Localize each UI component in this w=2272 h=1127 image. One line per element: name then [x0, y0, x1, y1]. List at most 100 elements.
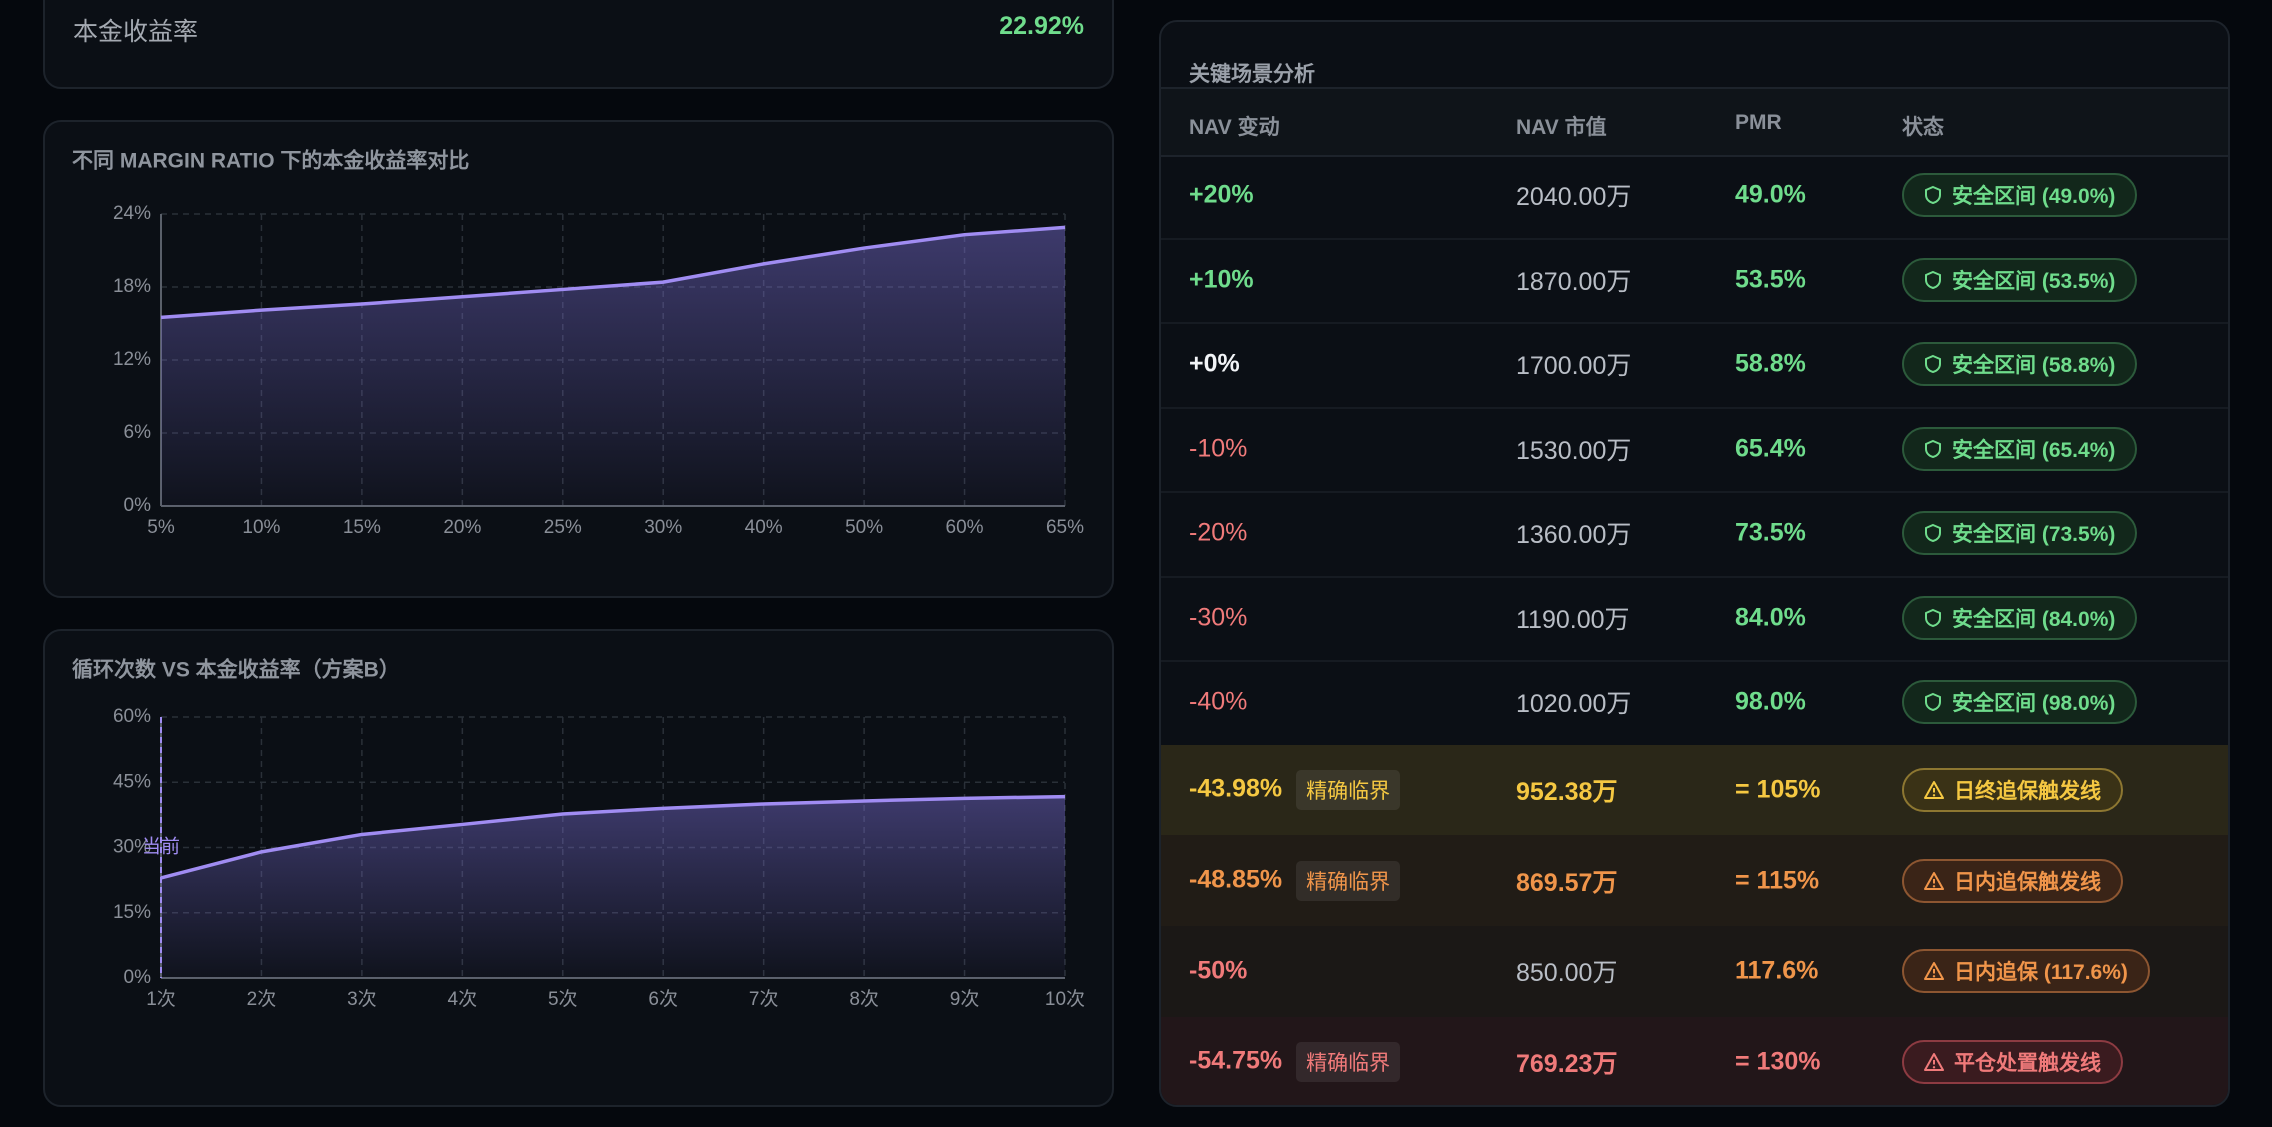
status-icon — [1924, 780, 1944, 800]
x-tick-label: 10% — [242, 517, 280, 538]
summary-value: 22.92% — [999, 12, 1084, 40]
status-text: 安全区间 (73.5%) — [1952, 523, 2116, 547]
x-tick-label: 30% — [644, 517, 682, 538]
summary-label: 本金收益率 — [73, 18, 199, 46]
cell: 安全区间 (53.5%) — [1902, 257, 2138, 302]
table-title: 关键场景分析 — [1189, 63, 1315, 86]
nav-value: 1870.00万 — [1516, 267, 1632, 296]
nav-change: +10% — [1189, 265, 1254, 294]
status-icon — [1924, 608, 1942, 628]
cell: 安全区间 (84.0%) — [1902, 595, 2138, 640]
x-tick-label: 25% — [544, 517, 582, 538]
x-tick-label: 5% — [147, 517, 175, 538]
area — [161, 796, 1065, 978]
status-icon — [1924, 961, 1944, 981]
status-badge: 安全区间 (73.5%) — [1902, 511, 2138, 556]
nav-change: -20% — [1189, 518, 1248, 547]
nav-value: 1360.00万 — [1516, 521, 1632, 550]
x-tick-label: 8次 — [849, 988, 879, 1010]
table-row: +0% 1700.00万 58.8% 安全区间 (58.8%) — [1161, 322, 2228, 409]
y-tick-label: 15% — [113, 902, 151, 923]
nav-change: -54.75% — [1189, 1046, 1283, 1075]
status-badge: 安全区间 (84.0%) — [1902, 595, 2138, 640]
pmr: = 115% — [1735, 866, 1820, 895]
critical-tag: 精确临界 — [1296, 769, 1401, 810]
x-tick-label: 7次 — [749, 988, 779, 1010]
table-row: -40% 1020.00万 98.0% 安全区间 (98.0%) — [1161, 660, 2228, 747]
pmr: 65.4% — [1735, 434, 1806, 463]
nav-change: -43.98% — [1189, 774, 1283, 803]
line — [160, 225, 1066, 320]
nav-change: -30% — [1189, 603, 1248, 632]
table-row: -10% 1530.00万 65.4% 安全区间 (65.4%) — [1161, 407, 2228, 493]
x-tick-label: 60% — [946, 517, 984, 538]
table-row: -30% 1190.00万 84.0% 安全区间 (84.0%) — [1161, 576, 2228, 662]
critical-tag: 精确临界 — [1296, 1042, 1401, 1083]
status-text: 安全区间 (65.4%) — [1952, 438, 2116, 462]
x-tick-label: 40% — [745, 517, 783, 538]
cell: 日内追保触发线 — [1902, 858, 2123, 903]
nav-change: -10% — [1189, 434, 1248, 463]
pmr: 58.8% — [1735, 349, 1806, 378]
x-tick-label: 10次 — [1045, 988, 1085, 1010]
cell: 安全区间 (98.0%) — [1902, 680, 2138, 725]
table-row: -20% 1360.00万 73.5% 安全区间 (73.5%) — [1161, 491, 2228, 578]
y-tick-label: 0% — [124, 967, 152, 988]
annotation: 当前 — [142, 836, 180, 858]
cell: +0% — [1189, 350, 1240, 379]
x-tick-label: 9次 — [950, 988, 980, 1010]
nav-change: +20% — [1189, 180, 1254, 209]
status-badge: 安全区间 (53.5%) — [1902, 257, 2138, 302]
cell: +10% — [1189, 265, 1254, 294]
status-text: 安全区间 (98.0%) — [1952, 692, 2116, 716]
y-tick-label: 30% — [113, 837, 151, 858]
cell: 安全区间 (65.4%) — [1902, 426, 2138, 471]
cell: 日内追保 (117.6%) — [1902, 949, 2150, 994]
x-tick-label: 3次 — [347, 988, 377, 1010]
nav-change: -48.85% — [1189, 865, 1283, 894]
cell: +20% — [1189, 181, 1254, 210]
table-header: NAV 变动 NAV 市值 PMR 状态 — [1161, 87, 2228, 157]
status-icon — [1924, 1052, 1944, 1072]
x-tick-label: 65% — [1046, 517, 1084, 538]
cell: -30% — [1189, 603, 1247, 632]
table-row: +20% 2040.00万 49.0% 安全区间 (49.0%) — [1161, 153, 2228, 240]
status-icon — [1924, 871, 1944, 891]
column-header: 状态 — [1902, 116, 1944, 139]
status-text: 安全区间 (58.8%) — [1952, 354, 2116, 378]
cell: -20% — [1189, 519, 1247, 548]
nav-value: 2040.00万 — [1516, 183, 1632, 212]
status-badge: 安全区间 (65.4%) — [1902, 426, 2138, 471]
status-badge: 安全区间 (98.0%) — [1902, 680, 2138, 725]
scenario-table: 关键场景分析 NAV 变动 NAV 市值 PMR 状态 +20% 2040.00万… — [1159, 20, 2230, 1107]
status-icon — [1924, 354, 1942, 374]
x-tick-label: 2次 — [247, 988, 277, 1010]
column-header: PMR — [1735, 111, 1782, 134]
nav-value: 952.38万 — [1516, 777, 1618, 806]
status-icon — [1924, 270, 1942, 290]
status-badge: 日内追保 (117.6%) — [1902, 949, 2150, 994]
pmr: 84.0% — [1735, 603, 1806, 632]
status-icon — [1924, 692, 1942, 712]
pmr: 73.5% — [1735, 518, 1806, 547]
status-badge: 平仓处置触发线 — [1902, 1040, 2123, 1085]
y-tick-label: 6% — [124, 422, 152, 443]
x-tick-label: 1次 — [146, 988, 176, 1010]
nav-value: 869.57万 — [1516, 868, 1618, 897]
cell: 日终追保触发线 — [1902, 767, 2123, 812]
nav-value: 850.00万 — [1516, 959, 1618, 988]
chart-title: 循环次数 VS 本金收益率（方案B） — [72, 658, 400, 682]
y-tick-label: 60% — [113, 706, 151, 727]
nav-value: 769.23万 — [1516, 1050, 1618, 1079]
cell: -48.85% 精确临界 — [1189, 860, 1401, 901]
x-tick-label: 6次 — [648, 988, 678, 1010]
line — [160, 794, 1066, 880]
table-row: +10% 1870.00万 53.5% 安全区间 (53.5%) — [1161, 238, 2228, 324]
status-text: 安全区间 (84.0%) — [1952, 607, 2116, 631]
status-badge: 日终追保触发线 — [1902, 767, 2123, 812]
cell: -43.98% 精确临界 — [1189, 769, 1401, 810]
area — [161, 227, 1065, 506]
pmr: = 105% — [1735, 775, 1821, 804]
status-text: 安全区间 (49.0%) — [1952, 185, 2116, 209]
cell: -50% — [1189, 957, 1247, 986]
